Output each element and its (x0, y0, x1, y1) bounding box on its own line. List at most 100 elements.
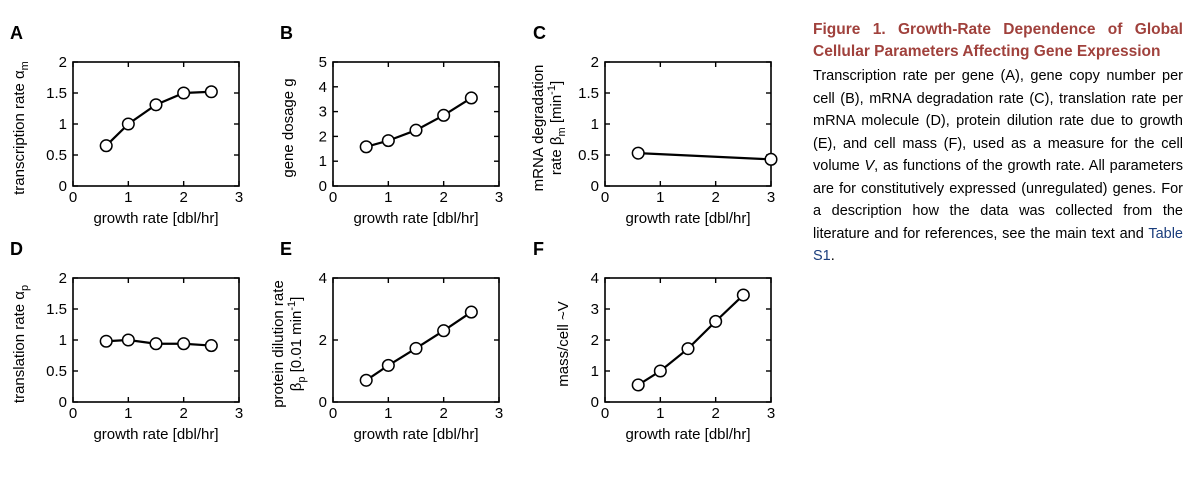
y-axis-label-part: transcription rate α (11, 70, 28, 195)
x-tick-label: 2 (711, 405, 719, 422)
y-tick-label: 5 (319, 54, 327, 71)
y-tick-label: 1.5 (46, 85, 67, 102)
y-tick-label: 0.5 (46, 363, 67, 380)
data-point (764, 152, 778, 166)
data-point (177, 86, 191, 100)
y-axis-label-line2-part: ] (288, 297, 305, 301)
x-tick-label: 2 (711, 189, 719, 206)
caption-text-3: . (830, 248, 835, 264)
panel-f: F 0 1 2 3 0 1 2 3 4 growth rate [dbl/hr] mass/cell … (533, 239, 775, 443)
panel-b: B 0 1 2 3 0 1 2 3 4 5 growth rate [dbl/hr] gene dosa… (280, 23, 503, 227)
table-s1-link[interactable]: Table S1 (813, 225, 1183, 265)
panel-letter: E (280, 239, 292, 259)
x-axis-label: growth rate [dbl/hr] (353, 426, 478, 443)
data-point (99, 139, 113, 153)
x-tick-label: 1 (656, 405, 664, 422)
data-point (359, 373, 373, 387)
y-axis-label-line2-part: [0.01 min (288, 311, 305, 377)
data-point (149, 337, 163, 351)
y-tick-label: 1 (59, 332, 67, 349)
plot-frame (332, 61, 500, 187)
data-point (149, 98, 163, 112)
y-axis-label-line2-part: -1 (546, 85, 558, 95)
y-axis-label: transcription rate αm (11, 61, 31, 195)
data-point (653, 364, 667, 378)
x-tick-label: 3 (235, 405, 243, 422)
y-axis-label: gene dosage g (280, 78, 297, 177)
data-point (736, 288, 750, 302)
panel-letter: B (280, 23, 293, 43)
x-tick-label: 2 (179, 189, 187, 206)
caption-text-1: Transcription rate per gene (A), gene co… (813, 68, 1183, 174)
x-tick-label: 0 (329, 405, 337, 422)
panel-d: D 0 1 2 3 0 0.5 1 1.5 2 growth rate [dbl/hr] transl… (10, 239, 243, 443)
panel-letter: D (10, 239, 23, 259)
y-tick-label: 0.5 (578, 147, 599, 164)
caption-body: Transcription rate per gene (A), gene co… (813, 65, 1183, 268)
x-axis-label: growth rate [dbl/hr] (353, 210, 478, 227)
y-tick-label: 2 (319, 332, 327, 349)
x-tick-label: 1 (384, 189, 392, 206)
y-tick-label: 1 (591, 116, 599, 133)
y-axis-label-line2: rate βm [min-1] (546, 81, 568, 175)
y-tick-label: 0 (591, 178, 599, 195)
y-axis-label-part: m (19, 61, 31, 70)
x-tick-label: 0 (69, 405, 77, 422)
x-tick-label: 0 (69, 189, 77, 206)
x-tick-label: 3 (235, 189, 243, 206)
y-axis-label: mRNA degradation (530, 65, 547, 192)
x-tick-label: 1 (384, 405, 392, 422)
y-tick-label: 2 (591, 332, 599, 349)
data-point (409, 341, 423, 355)
y-tick-label: 4 (319, 79, 327, 96)
data-point (709, 314, 723, 328)
data-point (204, 339, 218, 353)
x-axis-label: growth rate [dbl/hr] (625, 210, 750, 227)
x-tick-label: 3 (495, 189, 503, 206)
caption-text-2: , as functions of the growth rate. All p… (813, 158, 1183, 242)
y-axis-label-line2: βp [0.01 min-1] (286, 297, 308, 392)
y-tick-label: 2 (319, 128, 327, 145)
x-tick-label: 2 (439, 405, 447, 422)
y-axis-label-line2-part: -1 (286, 301, 298, 311)
y-tick-label: 3 (591, 301, 599, 318)
y-tick-label: 2 (59, 54, 67, 71)
y-tick-label: 0 (319, 178, 327, 195)
data-point (464, 91, 478, 105)
y-tick-label: 0 (59, 178, 67, 195)
data-point (409, 123, 423, 137)
data-point (681, 342, 695, 356)
data-point (381, 134, 395, 148)
y-axis-label-part: gene dosage g (280, 78, 297, 177)
y-tick-label: 0.5 (46, 147, 67, 164)
y-axis-label: translation rate αp (11, 285, 31, 403)
figure-panels: A 0 1 2 3 0 0.5 1 1.5 2 growth rate [dbl/hr] transc… (10, 23, 778, 443)
y-tick-label: 4 (591, 270, 599, 287)
x-tick-label: 3 (767, 189, 775, 206)
y-tick-label: 0 (591, 394, 599, 411)
y-tick-label: 3 (319, 104, 327, 121)
y-axis-label-line2-part: β (288, 382, 305, 391)
y-axis-label: protein dilution rate (270, 280, 287, 408)
x-axis-label: growth rate [dbl/hr] (93, 426, 218, 443)
y-axis-label-line2-part: rate β (548, 136, 565, 175)
data-point (121, 333, 135, 347)
y-tick-label: 0 (319, 394, 327, 411)
data-point (177, 337, 191, 351)
caption-title: Figure 1. Growth-Rate Dependence of Glob… (813, 21, 1183, 60)
data-point (381, 358, 395, 372)
plot-frame (332, 277, 500, 403)
panel-e: E 0 1 2 3 0 2 4 growth rate [dbl/hr] protein dilu… (270, 239, 503, 443)
y-tick-label: 1 (59, 116, 67, 133)
y-tick-label: 2 (591, 54, 599, 71)
y-axis-label-part: mass/cell ~V (555, 301, 572, 386)
x-tick-label: 0 (601, 405, 609, 422)
y-axis-label: mass/cell ~V (555, 301, 572, 386)
y-tick-label: 1.5 (46, 301, 67, 318)
y-axis-label-line2-part: p (296, 377, 308, 383)
series-line (638, 152, 772, 161)
panel-a: A 0 1 2 3 0 0.5 1 1.5 2 growth rate [dbl/hr] transc… (10, 23, 243, 227)
panel-letter: F (533, 239, 544, 259)
caption-variable: V (864, 158, 875, 174)
y-tick-label: 1 (319, 153, 327, 170)
